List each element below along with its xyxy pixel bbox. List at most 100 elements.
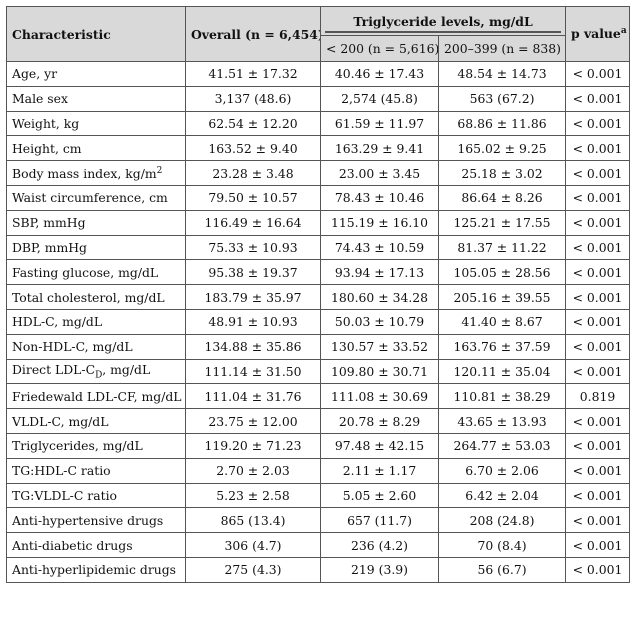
row-characteristic-text: SBP, mmHg — [12, 215, 86, 231]
cell-lt200: 163.29 ± 9.41 — [320, 135, 439, 162]
header-lt200: < 200 (n = 5,616) — [320, 35, 439, 62]
table-row: Male sex 3,137 (48.6) 2,574 (45.8) 563 (67.… — [6, 85, 630, 112]
group-underline — [325, 31, 561, 33]
cell-lt200: 40.46 ± 17.43 — [320, 61, 439, 87]
cell-200-399: 25.18 ± 3.02 — [438, 160, 566, 186]
cell-p-value: < 0.001 — [565, 358, 630, 385]
cell-overall: 3,137 (48.6) — [185, 85, 321, 112]
table-row: Age, yr 41.51 ± 17.32 40.46 ± 17.43 48.54 ±… — [6, 61, 630, 87]
cell-overall: 23.75 ± 12.00 — [185, 408, 321, 434]
cell-lt200: 20.78 ± 8.29 — [320, 408, 439, 434]
row-characteristic: Waist circumference, cm — [6, 184, 186, 211]
header-p-value-sup: a — [620, 26, 627, 37]
table-row: TG:VLDL-C ratio 5.23 ± 2.58 5.05 ± 2.60 6.4… — [6, 482, 630, 509]
table-row: Anti-hyperlipidemic drugs 275 (4.3) 219 (3… — [6, 556, 630, 583]
row-characteristic-text: Fasting glucose, mg/dL — [12, 264, 159, 280]
table-row: Non-HDL-C, mg/dL 134.88 ± 35.86 130.57 ± 3… — [6, 333, 630, 360]
cell-200-399: 86.64 ± 8.26 — [438, 184, 566, 211]
table-row: Anti-diabetic drugs 306 (4.7) 236 (4.2) 70 … — [6, 532, 630, 558]
cell-200-399: 43.65 ± 13.93 — [438, 408, 566, 434]
table-row: Weight, kg 62.54 ± 12.20 61.59 ± 11.97 68.8… — [6, 110, 630, 137]
header-p-value-label: p value — [571, 26, 621, 42]
cell-lt200: 657 (11.7) — [320, 507, 439, 534]
cell-lt200: 2.11 ± 1.17 — [320, 457, 439, 484]
characteristics-table: Characteristic Overall (n = 6,454) Trigl… — [6, 6, 630, 583]
row-characteristic: Total cholesterol, mg/dL — [6, 284, 186, 310]
table-row: VLDL-C, mg/dL 23.75 ± 12.00 20.78 ± 8.29 43… — [6, 408, 630, 434]
cell-overall: 275 (4.3) — [185, 556, 321, 583]
row-characteristic-text: Male sex — [12, 91, 68, 107]
cell-p-value: < 0.001 — [565, 333, 630, 360]
cell-overall: 2.70 ± 2.03 — [185, 457, 321, 484]
row-characteristic: Anti-hypertensive drugs — [6, 507, 186, 534]
row-characteristic-text: DBP, mmHg — [12, 239, 87, 255]
row-characteristic-text: Age, yr — [12, 66, 58, 82]
cell-overall: 62.54 ± 12.20 — [185, 110, 321, 137]
cell-lt200: 109.80 ± 30.71 — [320, 358, 439, 385]
cell-200-399: 6.70 ± 2.06 — [438, 457, 566, 484]
cell-200-399: 163.76 ± 37.59 — [438, 333, 566, 360]
header-p-value: p valuea — [565, 6, 630, 62]
cell-200-399: 70 (8.4) — [438, 532, 566, 558]
cell-p-value: < 0.001 — [565, 284, 630, 310]
row-characteristic: Direct LDL-CD, mg/dL — [6, 358, 186, 385]
row-characteristic: Weight, kg — [6, 110, 186, 137]
cell-overall: 5.23 ± 2.58 — [185, 482, 321, 509]
table-row: Waist circumference, cm 79.50 ± 10.57 78.4… — [6, 184, 630, 211]
table-header: Characteristic Overall (n = 6,454) Trigl… — [6, 6, 630, 62]
cell-overall: 111.04 ± 31.76 — [185, 383, 321, 410]
cell-200-399: 48.54 ± 14.73 — [438, 61, 566, 87]
row-characteristic-text: Anti-hypertensive drugs — [12, 512, 164, 528]
cell-200-399: 165.02 ± 9.25 — [438, 135, 566, 162]
cell-overall: 23.28 ± 3.48 — [185, 160, 321, 186]
row-characteristic: HDL-C, mg/dL — [6, 308, 186, 335]
cell-lt200: 50.03 ± 10.79 — [320, 308, 439, 335]
cell-lt200: 23.00 ± 3.45 — [320, 160, 439, 186]
table-row: Anti-hypertensive drugs 865 (13.4) 657 (11… — [6, 507, 630, 534]
cell-p-value: < 0.001 — [565, 457, 630, 484]
row-characteristic-text: Anti-hyperlipidemic drugs — [12, 562, 177, 578]
cell-p-value: < 0.001 — [565, 432, 630, 459]
cell-p-value: < 0.001 — [565, 308, 630, 335]
row-characteristic: Height, cm — [6, 135, 186, 162]
cell-200-399: 68.86 ± 11.86 — [438, 110, 566, 137]
header-group-label: Triglyceride levels, mg/dL — [353, 13, 533, 29]
row-characteristic-text: Body mass index, kg/m — [12, 165, 157, 181]
cell-lt200: 97.48 ± 42.15 — [320, 432, 439, 459]
cell-p-value: < 0.001 — [565, 135, 630, 162]
row-characteristic-text: Height, cm — [12, 140, 82, 156]
cell-overall: 48.91 ± 10.93 — [185, 308, 321, 335]
row-characteristic-text: Anti-diabetic drugs — [12, 537, 133, 553]
cell-200-399: 41.40 ± 8.67 — [438, 308, 566, 335]
cell-p-value: < 0.001 — [565, 408, 630, 434]
row-characteristic: VLDL-C, mg/dL — [6, 408, 186, 434]
cell-p-value: < 0.001 — [565, 209, 630, 236]
table-row: HDL-C, mg/dL 48.91 ± 10.93 50.03 ± 10.79 41… — [6, 308, 630, 335]
table-row: Triglycerides, mg/dL 119.20 ± 71.23 97.48 … — [6, 432, 630, 459]
cell-p-value: < 0.001 — [565, 507, 630, 534]
cell-200-399: 105.05 ± 28.56 — [438, 259, 566, 286]
row-characteristic: TG:VLDL-C ratio — [6, 482, 186, 509]
cell-200-399: 6.42 ± 2.04 — [438, 482, 566, 509]
table-row: SBP, mmHg 116.49 ± 16.64 115.19 ± 16.10 125… — [6, 209, 630, 236]
cell-overall: 183.79 ± 35.97 — [185, 284, 321, 310]
row-characteristic-sub: D — [95, 370, 103, 381]
cell-lt200: 236 (4.2) — [320, 532, 439, 558]
table-body: Age, yr 41.51 ± 17.32 40.46 ± 17.43 48.54 ±… — [6, 61, 630, 583]
table-row: Body mass index, kg/m2 23.28 ± 3.48 23.00 … — [6, 160, 630, 186]
row-characteristic: Age, yr — [6, 61, 186, 87]
cell-200-399: 125.21 ± 17.55 — [438, 209, 566, 236]
cell-overall: 116.49 ± 16.64 — [185, 209, 321, 236]
cell-lt200: 130.57 ± 33.52 — [320, 333, 439, 360]
row-characteristic-text: Waist circumference, cm — [12, 190, 168, 206]
cell-lt200: 5.05 ± 2.60 — [320, 482, 439, 509]
cell-p-value: < 0.001 — [565, 110, 630, 137]
cell-200-399: 56 (6.7) — [438, 556, 566, 583]
row-characteristic: SBP, mmHg — [6, 209, 186, 236]
header-200-399: 200–399 (n = 838) — [438, 35, 566, 62]
table-row: Fasting glucose, mg/dL 95.38 ± 19.37 93.94… — [6, 259, 630, 286]
cell-lt200: 78.43 ± 10.46 — [320, 184, 439, 211]
cell-overall: 163.52 ± 9.40 — [185, 135, 321, 162]
cell-lt200: 115.19 ± 16.10 — [320, 209, 439, 236]
cell-lt200: 219 (3.9) — [320, 556, 439, 583]
